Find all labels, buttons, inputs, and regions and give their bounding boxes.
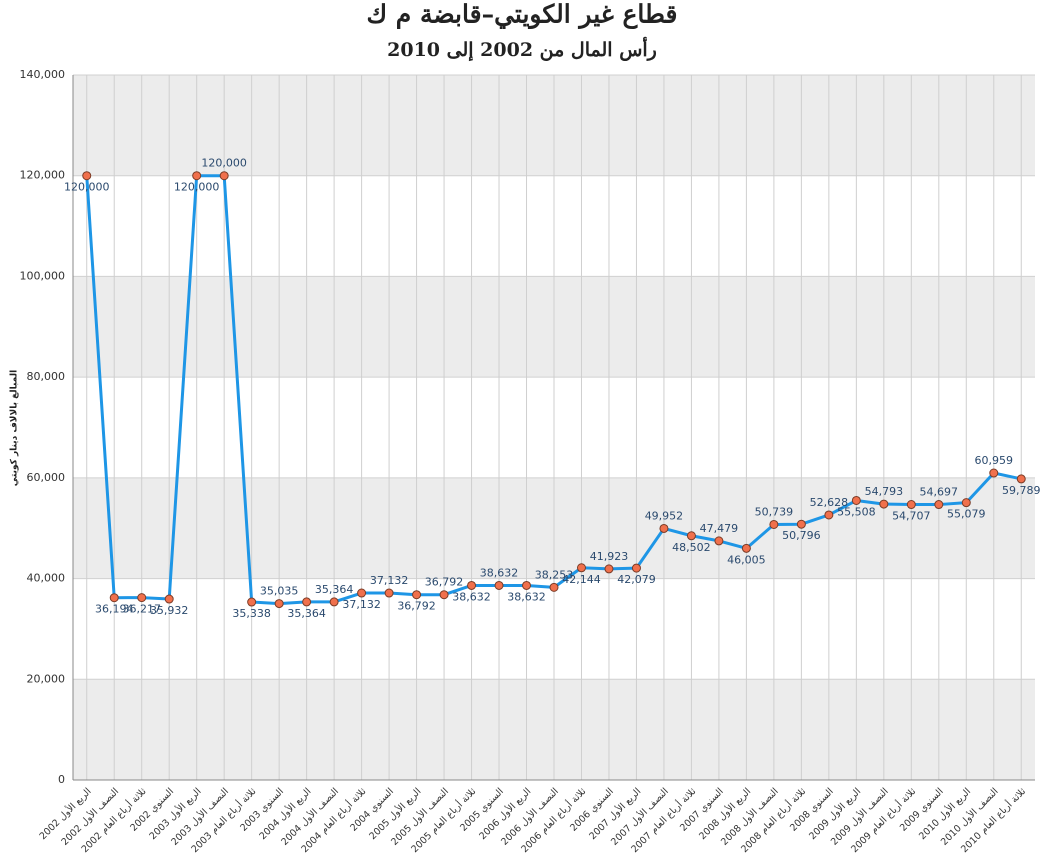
data-point	[769, 519, 779, 529]
y-tick-label: 120,000	[20, 169, 66, 182]
data-label: 52,628	[810, 496, 849, 509]
data-label: 120,000	[174, 181, 220, 194]
data-point	[439, 590, 449, 600]
data-label: 42,144	[562, 573, 601, 586]
data-label: 35,338	[232, 607, 271, 620]
data-point	[274, 599, 284, 609]
data-label: 55,508	[837, 505, 876, 518]
data-label: 36,792	[397, 600, 436, 613]
data-label: 36,792	[425, 576, 464, 589]
data-label: 36,217	[122, 603, 161, 616]
data-label: 38,632	[452, 590, 491, 603]
data-point	[934, 500, 944, 510]
data-point	[686, 531, 696, 541]
data-point	[219, 171, 229, 181]
data-point	[357, 588, 367, 598]
data-label: 42,079	[617, 573, 656, 586]
y-tick-label: 0	[58, 773, 65, 786]
chart-title: قطاع غير الكويتي–قابضة م ك	[366, 0, 677, 30]
data-point	[631, 563, 641, 573]
y-tick-label: 60,000	[27, 471, 66, 484]
data-label: 38,632	[507, 590, 546, 603]
data-point	[329, 597, 339, 607]
data-label: 38,253	[535, 568, 574, 581]
data-point	[879, 499, 889, 509]
data-label: 35,932	[150, 604, 189, 617]
data-point	[604, 564, 614, 574]
y-tick-label: 80,000	[27, 370, 66, 383]
data-label: 47,479	[700, 522, 739, 535]
data-label: 35,035	[260, 585, 299, 598]
data-point	[989, 468, 999, 478]
data-label: 60,959	[975, 454, 1014, 467]
y-axis-label: المبالغ بالالاف دينار كويتي	[10, 370, 20, 486]
data-label: 41,923	[590, 550, 629, 563]
data-point	[659, 523, 669, 533]
data-label: 35,364	[287, 607, 326, 620]
data-point	[247, 597, 257, 607]
data-point	[467, 580, 477, 590]
data-point	[961, 498, 971, 508]
data-point	[796, 519, 806, 529]
data-label: 120,000	[201, 157, 247, 170]
chart-subtitle: رأس المال من 2002 إلى 2010	[387, 36, 657, 62]
data-point	[522, 580, 532, 590]
data-point	[741, 543, 751, 553]
data-label: 37,132	[370, 574, 409, 587]
data-point	[906, 500, 916, 510]
data-label: 55,079	[947, 508, 986, 521]
data-label: 38,632	[480, 566, 519, 579]
data-label: 36,194	[95, 603, 134, 616]
data-point	[1016, 474, 1026, 484]
y-tick-label: 140,000	[20, 68, 66, 81]
data-label: 54,793	[865, 485, 904, 498]
data-label: 37,132	[342, 598, 381, 611]
data-point	[302, 597, 312, 607]
data-label: 120,000	[64, 181, 110, 194]
y-tick-label: 20,000	[27, 672, 66, 685]
data-point	[851, 495, 861, 505]
data-point	[824, 510, 834, 520]
data-point	[109, 593, 119, 603]
data-label: 59,789	[1002, 484, 1041, 497]
data-point	[549, 582, 559, 592]
data-label: 46,005	[727, 553, 766, 566]
y-tick-label: 100,000	[20, 269, 66, 282]
data-point	[412, 590, 422, 600]
data-point	[384, 588, 394, 598]
data-point	[714, 536, 724, 546]
data-label: 50,739	[755, 505, 794, 518]
data-label: 54,707	[892, 510, 931, 523]
data-point	[82, 171, 92, 181]
data-label: 49,952	[645, 509, 684, 522]
data-point	[494, 580, 504, 590]
data-point	[137, 593, 147, 603]
data-label: 54,697	[920, 486, 959, 499]
data-label: 50,796	[782, 529, 821, 542]
data-label: 35,364	[315, 583, 354, 596]
data-point	[192, 171, 202, 181]
data-point	[164, 594, 174, 604]
data-point	[576, 563, 586, 573]
data-label: 48,502	[672, 541, 711, 554]
y-tick-label: 40,000	[27, 572, 66, 585]
